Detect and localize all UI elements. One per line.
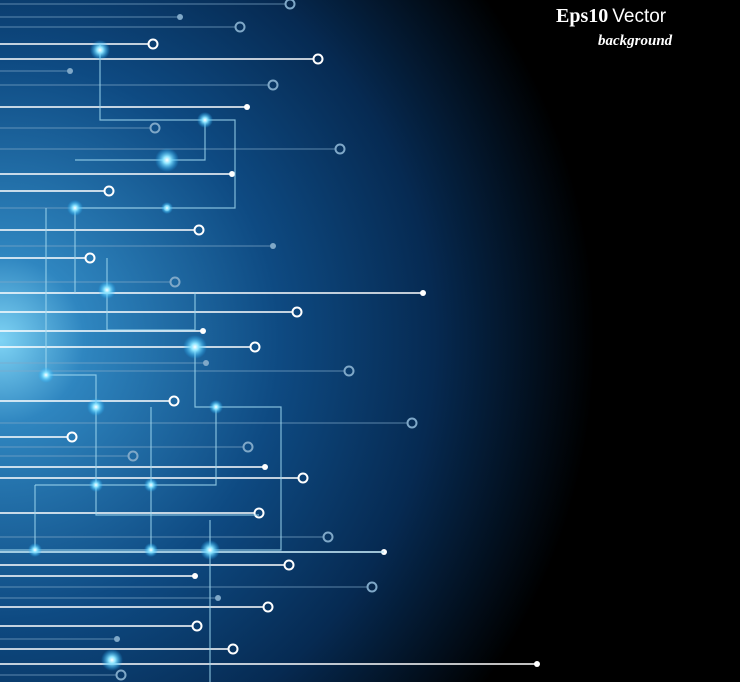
connector: [74, 44, 236, 293]
glow: [89, 478, 103, 492]
dot-terminal: [67, 68, 73, 74]
ring-terminal: [267, 79, 279, 91]
glow: [28, 543, 42, 557]
dot-terminal: [203, 360, 209, 366]
connector: [45, 208, 259, 516]
ring-terminal: [406, 417, 418, 429]
glow: [90, 40, 110, 60]
glow: [38, 367, 54, 383]
dot-terminal: [229, 171, 235, 177]
ring-terminal: [168, 395, 180, 407]
dot-terminal: [114, 636, 120, 642]
title: Eps10 Vector: [556, 5, 667, 27]
ring-terminal: [334, 143, 346, 155]
ring-terminal: [191, 620, 203, 632]
glow: [155, 148, 179, 172]
ring-terminal: [149, 122, 161, 134]
ring-terminal: [297, 472, 309, 484]
glow: [144, 478, 158, 492]
dot-terminal: [215, 595, 221, 601]
ring-terminal: [366, 581, 378, 593]
ring-terminal: [253, 507, 265, 519]
connector: [75, 120, 206, 161]
dot-terminal: [534, 661, 540, 667]
ring-terminal: [322, 531, 334, 543]
ring-terminal: [147, 38, 159, 50]
ring-terminal: [283, 559, 295, 571]
ring-terminal: [103, 185, 115, 197]
dot-terminal: [270, 243, 276, 249]
ring-terminal: [227, 643, 239, 655]
ring-terminal: [127, 450, 139, 462]
glow: [67, 200, 83, 216]
ring-terminal: [291, 306, 303, 318]
glow: [101, 649, 123, 671]
glow: [87, 398, 105, 416]
ring-terminal: [169, 276, 181, 288]
connector: [0, 347, 282, 551]
ring-terminal: [84, 252, 96, 264]
ring-terminal: [249, 341, 261, 353]
ring-terminal: [115, 669, 127, 681]
dot-terminal: [192, 573, 198, 579]
dot-terminal: [262, 464, 268, 470]
ring-terminal: [193, 224, 205, 236]
ring-terminal: [234, 21, 246, 33]
dot-terminal: [200, 328, 206, 334]
ring-terminal: [284, 0, 296, 10]
ring-terminal: [242, 441, 254, 453]
glow: [197, 112, 213, 128]
dot-terminal: [177, 14, 183, 20]
glow: [209, 400, 223, 414]
glow: [98, 281, 116, 299]
dot-terminal: [244, 104, 250, 110]
title-bold: Eps10: [556, 5, 608, 27]
dot-terminal: [420, 290, 426, 296]
ring-terminal: [262, 601, 274, 613]
glow: [200, 540, 220, 560]
ring-terminal: [343, 365, 355, 377]
glow: [144, 543, 158, 557]
ring-terminal: [66, 431, 78, 443]
circuit: [0, 0, 540, 682]
glow: [161, 202, 173, 214]
title-rest: Vector: [612, 6, 667, 27]
ring-terminal: [312, 53, 324, 65]
subtitle: background: [598, 33, 673, 49]
glow: [183, 335, 207, 359]
